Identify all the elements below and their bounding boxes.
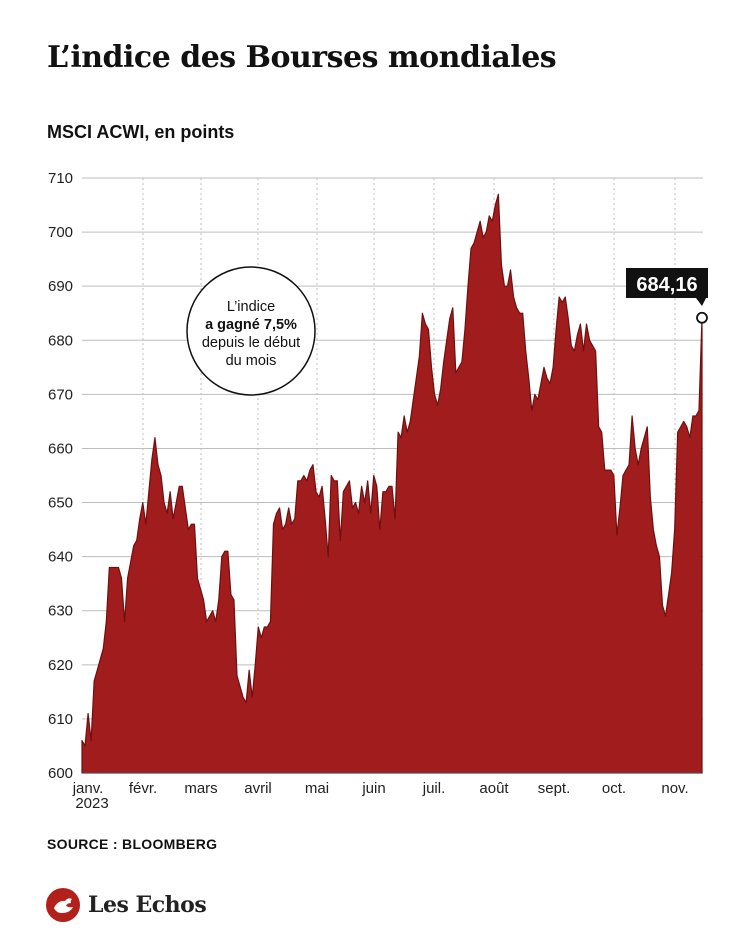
y-tick-label: 700 [48,224,73,241]
x-tick-label: avril [244,780,272,797]
y-tick-label: 620 [48,657,73,674]
last-value-dot [696,311,708,324]
rooster-icon [46,888,80,922]
y-tick-label: 660 [48,440,73,457]
area-chart: 600 610 620 630 640 650 660 670 680 690 700 710 janv… [48,170,708,812]
y-tick-label: 690 [48,278,73,295]
y-tick-label: 600 [48,765,73,782]
annotation-circle: L’indice a gagné 7,5% depuis le début du mo… [186,266,316,396]
annotation-line: L’indice [227,299,275,315]
chart-title: L’indice des Bourses mondiales [47,40,557,75]
x-tick-label: oct. [602,780,626,797]
chart-subtitle: MSCI ACWI, en points [47,122,235,142]
annotation-line: depuis le début [202,335,300,351]
x-tick-label: mai [305,780,329,797]
annotation-line: a gagné 7,5% [205,317,297,333]
x-tick-label: mars [184,780,217,797]
y-tick-label: 610 [48,711,73,728]
x-tick-label: janv. [72,780,104,797]
y-tick-label: 670 [48,386,73,403]
source-note: SOURCE : BLOOMBERG [47,836,218,852]
y-tick-label: 680 [48,332,73,349]
les-echos-logo: Les Echos [46,888,207,922]
x-tick-label: sept. [538,780,571,797]
annotation-bubble [186,266,316,396]
x-tick-label: juin [361,780,385,797]
y-tick-label: 710 [48,170,73,187]
area-series [81,193,703,774]
y-tick-label: 650 [48,495,73,512]
axes: 600 610 620 630 640 650 660 670 680 690 700 710 janv… [48,170,703,812]
last-value-marker: 684,16 [626,268,708,324]
x-tick-label: févr. [129,780,157,797]
annotation-line: du mois [226,353,277,369]
last-value-box [626,268,708,298]
x-tick-label: nov. [661,780,688,797]
y-tick-label: 630 [48,603,73,620]
x-tick-label: août [479,780,509,797]
x-year-label: 2023 [75,795,108,812]
last-value-text: 684,16 [636,274,697,296]
y-tick-label: 640 [48,549,73,566]
last-value-pointer [696,298,706,306]
area-fill [81,193,703,774]
x-tick-label: juil. [422,780,446,797]
logo-text: Les Echos [88,892,207,918]
